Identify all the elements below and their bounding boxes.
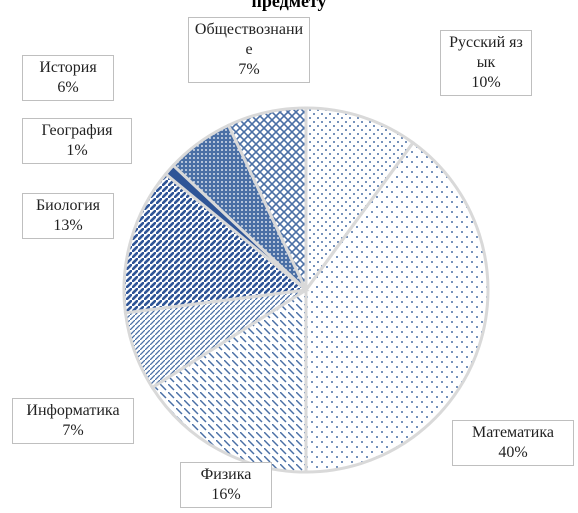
data-label: История 6% — [22, 55, 114, 101]
pie-slice — [304, 106, 416, 295]
label-value: 1% — [66, 142, 88, 159]
label-value: 40% — [498, 444, 528, 461]
data-label: География 1% — [22, 118, 132, 164]
data-label: Математика 40% — [452, 420, 574, 466]
label-value: 10% — [471, 74, 501, 91]
pie-slice — [122, 171, 310, 315]
label-category: История — [39, 59, 97, 76]
label-value: 7% — [238, 61, 260, 78]
label-value: 6% — [57, 79, 79, 96]
data-label: Биология 13% — [22, 193, 114, 239]
label-value: 16% — [211, 486, 241, 503]
data-label: Физика 16% — [180, 462, 272, 508]
chart-title: предмету — [251, 0, 327, 11]
data-label: Информатика 7% — [12, 398, 134, 444]
label-category: Информатика — [26, 402, 120, 419]
label-category: Русский язык — [449, 34, 523, 71]
label-category: География — [41, 122, 113, 139]
data-label: Обществознание 7% — [188, 17, 310, 83]
data-label: Русский язык 10% — [440, 30, 532, 96]
label-value: 13% — [53, 217, 83, 234]
label-category: Математика — [472, 424, 554, 441]
label-category: Обществознание — [194, 21, 304, 58]
pie-slice — [150, 287, 308, 474]
label-category: Биология — [35, 197, 100, 214]
label-category: Физика — [200, 466, 252, 483]
pie-slice — [304, 140, 490, 474]
pie-slice — [226, 106, 308, 291]
label-value: 7% — [62, 422, 84, 439]
